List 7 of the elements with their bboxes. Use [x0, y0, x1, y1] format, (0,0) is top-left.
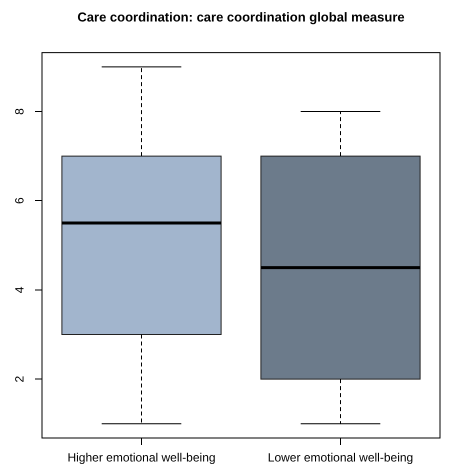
- chart-title: Care coordination: care coordination global measure: [77, 9, 405, 24]
- x-tick-label: Higher emotional well-being: [67, 450, 216, 465]
- y-tick-label: 4: [12, 286, 26, 294]
- y-tick-label: 2: [12, 375, 26, 382]
- y-tick-label: 8: [12, 108, 26, 115]
- x-tick-label: Lower emotional well-being: [268, 450, 414, 465]
- y-tick-label: 6: [12, 197, 26, 204]
